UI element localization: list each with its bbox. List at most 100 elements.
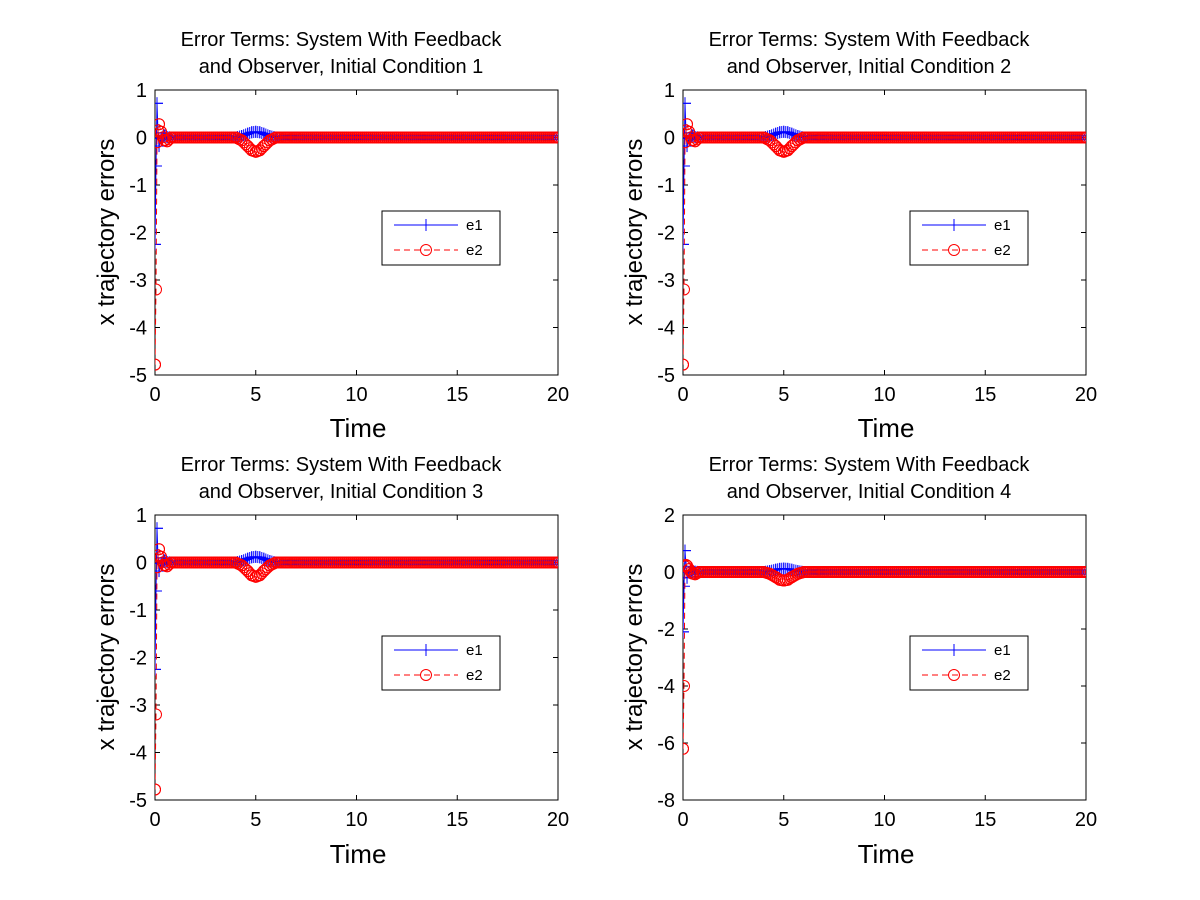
legend-label-e1: e1 (994, 217, 1011, 234)
x-axis-label: Time (330, 413, 387, 443)
legend-marker-e1 (948, 219, 960, 231)
data-sample-e1 (257, 552, 270, 565)
legend-box (909, 210, 1029, 266)
y-tick-label: 2 (664, 505, 675, 527)
data-sample-e2 (1080, 131, 1086, 144)
y-tick-label: -2 (129, 648, 147, 670)
series-line-e2 (155, 124, 558, 365)
data-sample-e2 (808, 131, 820, 144)
legend-label-e1: e1 (466, 642, 483, 659)
y-tick-label: -5 (657, 365, 675, 387)
data-sample-e2 (290, 556, 302, 569)
data-sample-e2 (878, 131, 891, 144)
data-sample-e2 (310, 556, 323, 569)
data-sample-e2 (280, 131, 292, 144)
x-axis-label: Time (330, 839, 387, 869)
data-sample-e2 (918, 131, 931, 144)
data-sample-e2 (165, 131, 178, 144)
data-sample-e2 (769, 140, 782, 153)
data-sample-e2 (155, 118, 165, 131)
data-sample-e2 (697, 131, 710, 144)
data-sample-e2 (155, 136, 163, 149)
data-point-e2 (259, 563, 272, 576)
data-sample-e2 (179, 131, 192, 144)
subplot-title-line-2: and Observer, Initial Condition 4 (727, 481, 1012, 503)
data-sample-e1 (155, 160, 163, 172)
x-tick-label: 0 (677, 384, 688, 406)
data-sample-e2 (683, 742, 689, 755)
data-sample-e1 (763, 565, 776, 578)
data-sample-e2 (290, 131, 302, 144)
data-sample-e2 (791, 567, 804, 580)
data-sample-e2 (707, 566, 720, 578)
data-sample-e1 (683, 238, 689, 251)
data-sample-e2 (717, 566, 730, 578)
x-tick-label: 20 (547, 384, 569, 406)
data-sample-e2 (808, 566, 820, 578)
y-tick-label: -1 (657, 175, 675, 197)
data-sample-e2 (693, 131, 706, 144)
x-tick-label: 5 (778, 384, 789, 406)
data-sample-e2 (451, 556, 464, 569)
data-sample-e1 (791, 565, 804, 578)
data-sample-e2 (280, 556, 292, 569)
data-sample-e1 (155, 522, 164, 535)
y-tick-label: -3 (657, 270, 675, 292)
y-axis-label: x trajectory errors (621, 564, 648, 751)
data-point-e2 (787, 138, 800, 151)
data-sample-e2 (737, 566, 750, 578)
data-sample-e2 (683, 118, 693, 131)
data-sample-e2 (310, 131, 323, 144)
legend-marker-e2 (420, 244, 432, 256)
data-sample-e2 (769, 571, 782, 584)
data-sample-e2 (209, 131, 222, 144)
y-tick-label: -4 (657, 676, 675, 698)
data-sample-e2 (791, 134, 804, 147)
data-sample-e2 (241, 565, 254, 577)
data-sample-e2 (269, 131, 282, 144)
x-tick-label: 10 (345, 384, 367, 406)
legend-label-e2: e2 (994, 242, 1011, 259)
series-layer (155, 97, 558, 371)
y-axis-label: x trajectory errors (93, 564, 120, 751)
x-tick-label: 5 (778, 809, 789, 831)
data-sample-e2 (155, 550, 167, 563)
x-axis-label: Time (858, 413, 915, 443)
x-tick-label: 20 (1075, 384, 1097, 406)
y-tick-label: -4 (129, 318, 147, 340)
data-sample-e2 (1019, 566, 1032, 578)
subplot-4: Error Terms: System With Feedback and Ob… (621, 454, 1097, 869)
data-sample-e2 (263, 134, 276, 147)
data-point-e2 (259, 138, 272, 151)
data-sample-e1 (683, 580, 691, 593)
data-sample-e2 (155, 543, 165, 556)
data-sample-e1 (552, 131, 558, 144)
data-point-e2 (239, 138, 252, 151)
x-tick-label: 0 (149, 809, 160, 831)
data-sample-e1 (155, 585, 163, 597)
data-sample-e2 (155, 783, 161, 796)
x-tick-label: 0 (677, 809, 688, 831)
data-sample-e2 (253, 144, 266, 157)
data-sample-e2 (773, 573, 786, 586)
y-tick-label: -1 (129, 600, 147, 622)
data-sample-e1 (785, 127, 798, 140)
data-sample-e2 (683, 558, 692, 571)
legend-marker-e1 (420, 644, 432, 656)
data-sample-e2 (979, 566, 992, 578)
subplot-title-line-1: Error Terms: System With Feedback (709, 29, 1031, 51)
data-sample-e2 (552, 556, 558, 569)
data-sample-e2 (189, 556, 202, 569)
data-sample-e2 (781, 573, 794, 586)
y-tick-label: -2 (657, 223, 675, 245)
data-sample-e1 (155, 663, 161, 676)
legend-marker-e2 (948, 244, 960, 256)
x-tick-label: 15 (974, 384, 996, 406)
y-tick-label: -8 (657, 790, 675, 812)
x-tick-label: 15 (974, 809, 996, 831)
